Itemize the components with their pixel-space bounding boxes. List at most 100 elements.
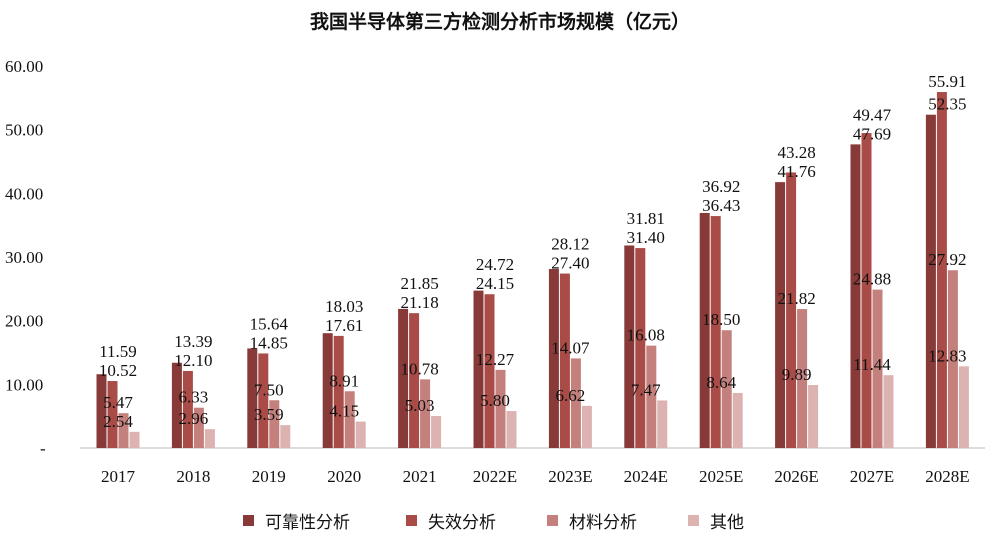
bar: [182, 370, 193, 448]
bar: [247, 348, 258, 448]
bar: [495, 369, 506, 448]
legend-item: 可靠性分析: [243, 513, 350, 533]
data-label: 14.07: [551, 338, 590, 357]
bar: [344, 391, 355, 448]
y-axis: - 10.00 20.00 30.00 40.00 50.00 60.00: [5, 57, 46, 458]
legend-swatch: [406, 515, 417, 526]
data-label: 21.85: [400, 274, 438, 293]
y-tick-label: 30.00: [5, 248, 43, 267]
y-tick-label: -: [40, 439, 46, 458]
data-label: 6.33: [179, 388, 209, 407]
data-label: 15.64: [250, 314, 289, 333]
bar: [506, 411, 517, 448]
bar: [947, 270, 958, 448]
bar: [570, 358, 581, 448]
legend-swatch: [243, 515, 254, 526]
legend-swatch: [688, 515, 699, 526]
bar: [107, 381, 118, 448]
y-tick-label: 50.00: [5, 121, 43, 140]
legend-item: 其他: [688, 513, 744, 533]
bar: [118, 413, 129, 448]
data-label: 49.47: [853, 105, 892, 124]
bar: [129, 431, 140, 448]
x-tick-label: 2024E: [624, 467, 668, 486]
chart-title: 我国半导体第三方检测分析市场规模（亿元）: [310, 10, 690, 33]
legend-item: 失效分析: [406, 513, 496, 533]
data-label: 43.28: [777, 143, 815, 162]
x-tick-label: 2022E: [473, 467, 517, 486]
bar: [624, 245, 635, 448]
bar: [721, 330, 732, 448]
x-tick-label: 2020: [327, 467, 361, 486]
bar: [861, 133, 872, 448]
data-label: 52.35: [928, 95, 966, 114]
x-tick-label: 2019: [252, 467, 286, 486]
data-label: 24.88: [853, 270, 891, 289]
data-label: 18.03: [325, 297, 363, 316]
x-tick-label: 2025E: [699, 467, 743, 486]
data-label: 36.92: [702, 177, 740, 196]
x-axis: 2017 2018 2019 2020 2021 2022E 2023E 2024E 2025E…: [101, 467, 970, 486]
data-label: 18.50: [702, 310, 740, 329]
bar: [280, 425, 291, 448]
bar: [808, 385, 819, 448]
bar: [398, 308, 409, 448]
bar: [958, 366, 969, 448]
x-tick-label: 2028E: [925, 467, 969, 486]
data-label: 31.81: [627, 209, 665, 228]
legend-label: 失效分析: [428, 513, 496, 533]
x-tick-label: 2018: [176, 467, 210, 486]
bar: [269, 400, 280, 448]
bar: [657, 400, 668, 448]
data-label: 14.85: [250, 333, 288, 352]
data-label: 3.59: [254, 405, 284, 424]
bar: [581, 405, 592, 448]
data-label: 10.52: [99, 361, 137, 380]
bar: [204, 429, 215, 448]
data-label: 36.43: [702, 196, 740, 215]
y-tick-label: 60.00: [5, 57, 43, 76]
bar: [409, 313, 420, 448]
data-label: 11.59: [99, 342, 137, 361]
legend-label: 其他: [710, 513, 744, 533]
bar: [635, 248, 646, 448]
bar: [333, 335, 344, 448]
data-label: 2.54: [103, 412, 133, 431]
bar: [699, 212, 710, 448]
x-tick-label: 2026E: [774, 467, 818, 486]
data-label: 24.72: [476, 255, 514, 274]
data-label: 2.96: [179, 409, 209, 428]
bar: [646, 345, 657, 448]
data-label: 10.78: [400, 359, 438, 378]
legend-label: 可靠性分析: [265, 513, 350, 533]
data-label: 27.92: [928, 250, 966, 269]
data-label: 5.80: [480, 391, 510, 410]
data-label: 13.39: [174, 332, 212, 351]
legend-swatch: [547, 515, 558, 526]
data-label: 11.44: [853, 355, 891, 374]
legend-label: 材料分析: [569, 513, 637, 533]
data-label: 5.03: [405, 396, 435, 415]
data-label: 9.89: [782, 365, 812, 384]
bar: [355, 421, 366, 448]
data-label: 4.15: [329, 402, 359, 421]
bar: [96, 374, 107, 448]
bar: [786, 172, 797, 448]
bar: [775, 182, 786, 449]
bar: [473, 290, 484, 448]
y-tick-label: 40.00: [5, 184, 43, 203]
bar: [883, 375, 894, 448]
data-label: 17.61: [325, 316, 363, 335]
data-label: 27.40: [551, 254, 589, 273]
bar: [548, 268, 559, 448]
bar: [872, 289, 883, 448]
bar: [936, 92, 947, 448]
data-label: 21.18: [400, 293, 438, 312]
data-label: 7.50: [254, 380, 284, 399]
data-label: 28.12: [551, 235, 589, 254]
data-label: 41.76: [777, 162, 815, 181]
data-label: 47.69: [853, 124, 891, 143]
data-label: 16.08: [627, 326, 665, 345]
bar: [710, 216, 721, 448]
